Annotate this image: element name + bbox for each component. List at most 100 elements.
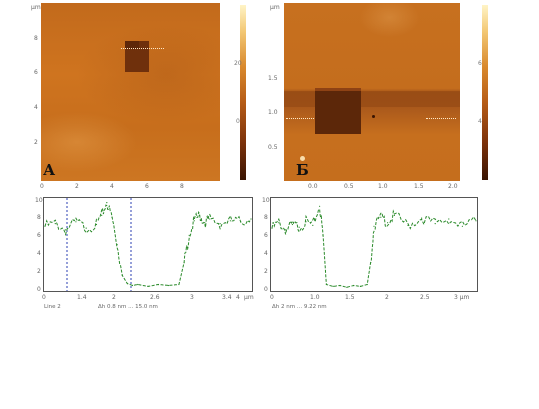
profile-a-xtick: 1.4	[77, 294, 87, 301]
panel-a-xtick: 8	[180, 183, 184, 190]
panel-b-scan-line-right	[426, 118, 456, 119]
profile-b-ytick: 4	[264, 250, 268, 257]
panel-b-ytick: 1.5	[268, 75, 278, 82]
profile-b-xtick: 1.5	[345, 294, 355, 301]
profile-a-xtick: 2.6	[150, 294, 160, 301]
profile-b-data-point	[353, 284, 355, 287]
profile-a-xtick: 4	[236, 294, 240, 301]
profile-b-data-point	[322, 234, 324, 236]
profile-b-data-point	[291, 223, 293, 226]
panel-a-ytick: 6	[34, 69, 38, 76]
profile-a-ytick: 6	[37, 232, 41, 239]
profile-a-data-point	[137, 283, 139, 286]
profile-a-data-point	[183, 262, 185, 264]
panel-a-unit: µm	[31, 4, 41, 11]
profile-b-ytick: 8	[264, 214, 268, 221]
panel-a-ytick: 2	[34, 139, 38, 146]
profile-b-caption-left: Δh 2 nm ... 9.22 nm	[272, 304, 327, 310]
profile-b-data-point	[325, 283, 327, 286]
profile-a-data-point	[101, 214, 103, 216]
profile-b-data-point	[285, 229, 287, 231]
profile-b-data-point	[370, 262, 372, 264]
panel-a-ytick: 8	[34, 35, 38, 42]
profile-a-frame	[43, 197, 253, 292]
profile-a-data-point	[219, 223, 221, 225]
profile-b-data-point	[421, 217, 423, 219]
profile-a-data-point	[75, 221, 77, 223]
panel-a-hole-tab	[125, 41, 139, 49]
profile-a-data-point	[65, 229, 67, 231]
panel-b-ytick: 0.5	[268, 144, 278, 151]
panel-a-colorbar	[240, 5, 246, 180]
profile-b-ytick: 2	[264, 268, 268, 275]
profile-a-xunit: µm	[244, 294, 254, 301]
profile-b-ytick: 10	[262, 197, 270, 204]
profile-b-data-point	[366, 283, 368, 286]
panel-b-scan-line-left	[286, 118, 314, 119]
profile-a-data-point	[116, 243, 118, 246]
profile-b-data-point	[373, 225, 375, 227]
profile-b-data-point	[346, 286, 348, 288]
profile-a-data-point	[168, 284, 170, 287]
panel-b-colorbar-tick: 6	[478, 60, 482, 67]
panel-b-colorbar-tick: 4	[478, 118, 482, 125]
profile-a-data-point	[193, 220, 195, 222]
profile-a-xtick: 0	[42, 294, 46, 301]
profile-a-series-line	[44, 204, 252, 287]
profile-b-data-point	[407, 224, 409, 226]
profile-a-ytick: 10	[35, 197, 43, 204]
profile-a-xtick: 2	[112, 294, 116, 301]
profile-a-data-point	[126, 283, 128, 285]
panel-b-colorbar	[482, 5, 488, 180]
panel-b-xtick: 2.0	[448, 183, 458, 190]
panel-b-band	[284, 91, 460, 107]
profile-b-xtick: 0	[270, 294, 274, 301]
profile-a-data-point	[229, 220, 231, 222]
profile-a-data-point	[121, 274, 123, 276]
panel-a-ytick: 4	[34, 104, 38, 111]
panel-a-colorbar-tick: 0	[236, 118, 240, 125]
profile-a-data-point	[204, 222, 206, 224]
profile-b-data-point	[461, 225, 463, 227]
profile-b-data-point	[339, 284, 341, 287]
profile-a-ytick: 0	[37, 286, 41, 293]
profile-a-data-point	[85, 227, 87, 229]
profile-b-data-point	[434, 223, 436, 225]
profile-a-data-point	[95, 223, 98, 226]
profile-a-data-point	[250, 218, 252, 220]
panel-b-xtick: 1.0	[378, 183, 388, 190]
panel-a-xtick: 6	[145, 183, 149, 190]
profile-a-data-point	[157, 283, 159, 286]
profile-a-ytick: 2	[37, 268, 41, 275]
profile-a-xtick: 3.4	[222, 294, 232, 301]
panel-a-xtick: 2	[75, 183, 79, 190]
profile-a-caption-left: Line 2	[44, 304, 61, 310]
panel-b-xtick: 0.0	[308, 183, 318, 190]
panel-b-unit: µm	[270, 4, 280, 11]
profile-b-data-point	[380, 216, 382, 218]
panel-b-hole	[315, 88, 361, 134]
profile-b-frame	[270, 197, 478, 292]
panel-b-xtick: 1.5	[414, 183, 424, 190]
profile-b-data-point	[278, 222, 280, 224]
profile-b-data-point	[271, 227, 273, 229]
panel-b-speck	[372, 115, 375, 118]
profile-b-data-point	[393, 214, 395, 216]
panel-a-xtick: 0	[40, 183, 44, 190]
panel-a-colorbar-tick: 20	[234, 60, 242, 67]
panel-b-letter: Б	[296, 161, 309, 179]
profile-a-data-point	[198, 214, 201, 216]
profile-a-data-point	[106, 202, 108, 204]
panel-a-afm-image: А	[41, 3, 220, 181]
profile-b-data-point	[312, 224, 314, 226]
profile-a-data-point	[54, 223, 56, 225]
panel-a-letter: А	[43, 161, 56, 179]
profile-b-xtick: 3 µm	[454, 294, 470, 301]
profile-b-ytick: 6	[264, 232, 268, 239]
profile-a-plot	[43, 197, 253, 292]
profile-a-data-point	[44, 225, 46, 227]
profile-a-data-point	[131, 284, 134, 287]
profile-b-data-point	[359, 285, 361, 287]
panel-b-xtick: 0.5	[344, 183, 354, 190]
profile-b-data-point	[332, 285, 334, 287]
